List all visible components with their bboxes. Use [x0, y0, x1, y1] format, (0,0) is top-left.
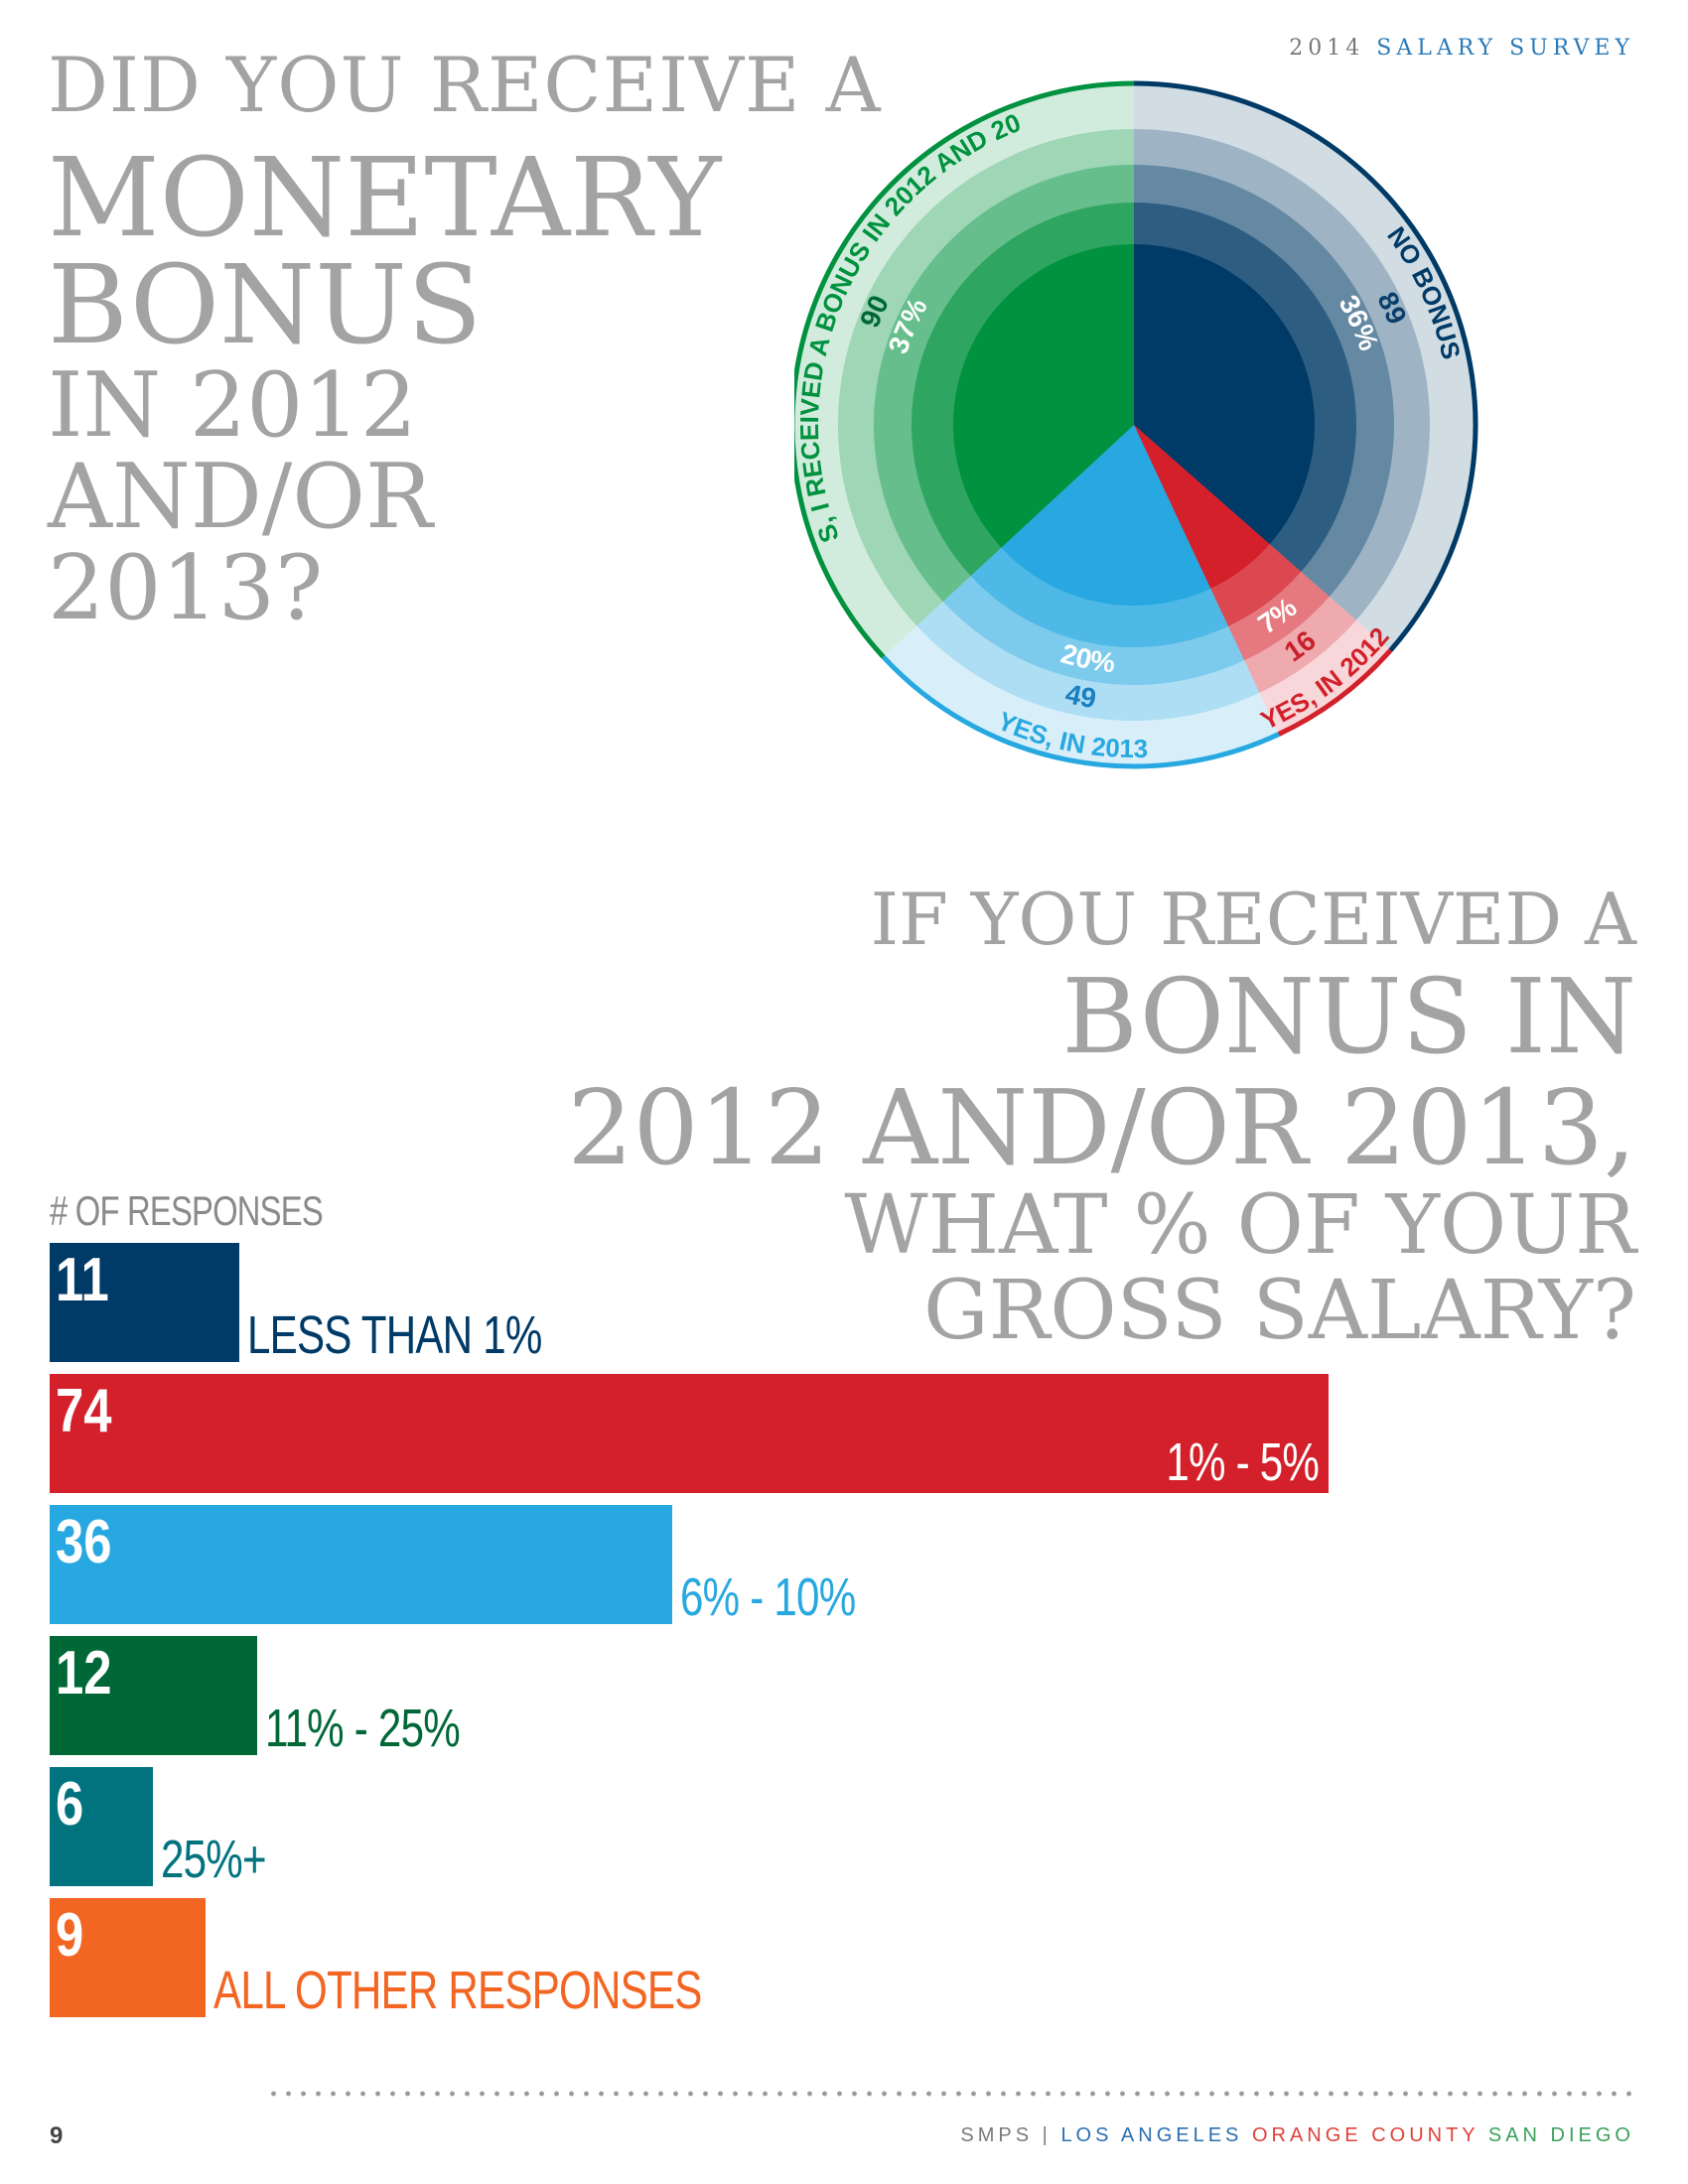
footer-divider — [266, 2091, 1636, 2097]
bar-value: 74 — [56, 1377, 112, 1445]
survey-year: 2014 — [1289, 36, 1365, 61]
bar-value: 36 — [56, 1508, 112, 1576]
bar-value: 6 — [56, 1770, 84, 1839]
footer-separator: | — [1042, 2124, 1052, 2146]
pie-border-navy — [1133, 80, 1478, 652]
question2-line: BONUS IN — [1061, 956, 1636, 1077]
pie-slice-navy — [1134, 244, 1315, 545]
bar-value: 9 — [56, 1901, 84, 1970]
question2-line: IF YOU RECEIVED A — [870, 878, 1636, 961]
pie-slice-red — [1134, 425, 1270, 589]
question1-line: IN 2012 — [48, 353, 417, 458]
footer-chapter-oc: ORANGE COUNTY — [1251, 2124, 1479, 2146]
page-number: 9 — [50, 2122, 64, 2149]
bar-category-label: ALL OTHER RESPONSES — [213, 1961, 702, 2020]
bar-11-25: 12 — [50, 1636, 257, 1755]
footer-chapter-la: LOS ANGELES — [1060, 2124, 1243, 2146]
question1-line: DID YOU RECEIVE A — [48, 41, 882, 129]
pie-count-sky: 49 — [1062, 678, 1098, 714]
bar-less-than-1: 11 — [50, 1243, 239, 1362]
bar-category-label: 25%+ — [161, 1830, 267, 1889]
question2-line: WHAT % OF YOUR — [844, 1178, 1636, 1273]
pie-border-green — [794, 80, 1135, 659]
question1-line: MONETARY — [48, 134, 722, 261]
question1-line: BONUS — [48, 241, 483, 368]
footer-chapters: SMPS | LOS ANGELES ORANGE COUNTY SAN DIE… — [960, 2124, 1634, 2147]
bar-category-label: 6% - 10% — [680, 1568, 856, 1627]
bar-category-label: 11% - 25% — [265, 1699, 461, 1758]
question2-line: 2012 AND/OR 2013, — [567, 1067, 1636, 1188]
question1-title: DID YOU RECEIVE A MONETARY BONUS IN 2012… — [48, 48, 882, 633]
pie-border-red — [1277, 648, 1393, 737]
footer-org: SMPS — [960, 2124, 1034, 2146]
bar-value: 12 — [56, 1639, 112, 1707]
question2-line: GROSS SALARY? — [923, 1264, 1636, 1358]
bar-6-10: 36 — [50, 1505, 672, 1624]
pie-slice-green — [953, 244, 1134, 548]
responses-axis-label: # OF RESPONSES — [50, 1187, 324, 1234]
question1-line: 2013? — [48, 536, 324, 640]
question1-line: AND/OR — [48, 445, 433, 549]
survey-name: SALARY SURVEY — [1376, 36, 1634, 61]
bar-value: 11 — [56, 1246, 109, 1314]
footer-chapter-sd: SAN DIEGO — [1487, 2124, 1634, 2146]
pie-slice-sky — [1001, 425, 1211, 606]
pie-border-sky — [881, 654, 1280, 769]
question2-title: IF YOU RECEIVED A BONUS IN 2012 AND/OR 2… — [567, 884, 1636, 1352]
survey-title: 2014 SALARY SURVEY — [1289, 36, 1634, 61]
bar-all-other: 9 — [50, 1898, 206, 2017]
bar-25-plus: 6 — [50, 1767, 153, 1886]
bar-category-label: 1% - 5% — [1166, 1433, 1320, 1492]
bar-1-5: 74 — [50, 1374, 1329, 1493]
bar-category-label: LESS THAN 1% — [247, 1305, 542, 1365]
